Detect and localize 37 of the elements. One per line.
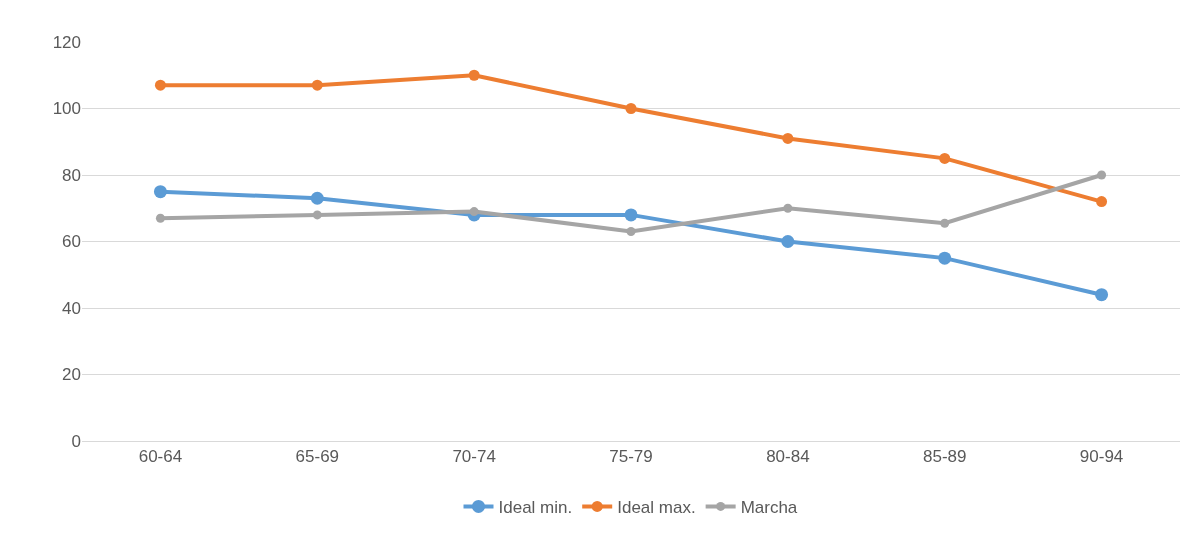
y-tick-label: 20 [62, 365, 81, 385]
x-tick-label: 75-79 [609, 447, 653, 467]
legend-label: Marcha [740, 498, 798, 518]
point [783, 203, 793, 213]
y-tick-label: 120 [52, 32, 81, 52]
x-tick-label: 85-89 [922, 447, 967, 467]
x-tick-label: 60-64 [138, 447, 183, 467]
x-tick-label: 70-74 [452, 447, 496, 467]
point [782, 132, 794, 144]
y-tick-label: 60 [62, 232, 81, 252]
point [469, 207, 479, 217]
point [468, 69, 480, 81]
point [940, 218, 950, 228]
point [626, 227, 636, 237]
point [310, 191, 324, 205]
point [939, 152, 951, 164]
point [154, 79, 166, 91]
point [153, 185, 167, 199]
legend-label: Ideal min. [498, 498, 573, 518]
y-tick-label: 40 [62, 298, 81, 318]
point [311, 79, 323, 91]
y-tick-label: 100 [52, 99, 81, 119]
point [312, 210, 322, 220]
point [938, 251, 952, 265]
legend-label: Ideal max. [617, 498, 696, 518]
y-tick-label: 80 [62, 165, 81, 185]
point [1095, 288, 1109, 302]
x-tick-label: 90-94 [1079, 447, 1124, 467]
x-tick-label: 65-69 [295, 447, 340, 467]
point [1097, 170, 1107, 180]
point [155, 213, 165, 223]
point [781, 235, 795, 248]
point [625, 103, 637, 114]
point [1096, 196, 1108, 208]
y-tick-label: 0 [71, 431, 81, 451]
x-tick-label: 80-84 [766, 447, 810, 467]
point [624, 208, 638, 222]
